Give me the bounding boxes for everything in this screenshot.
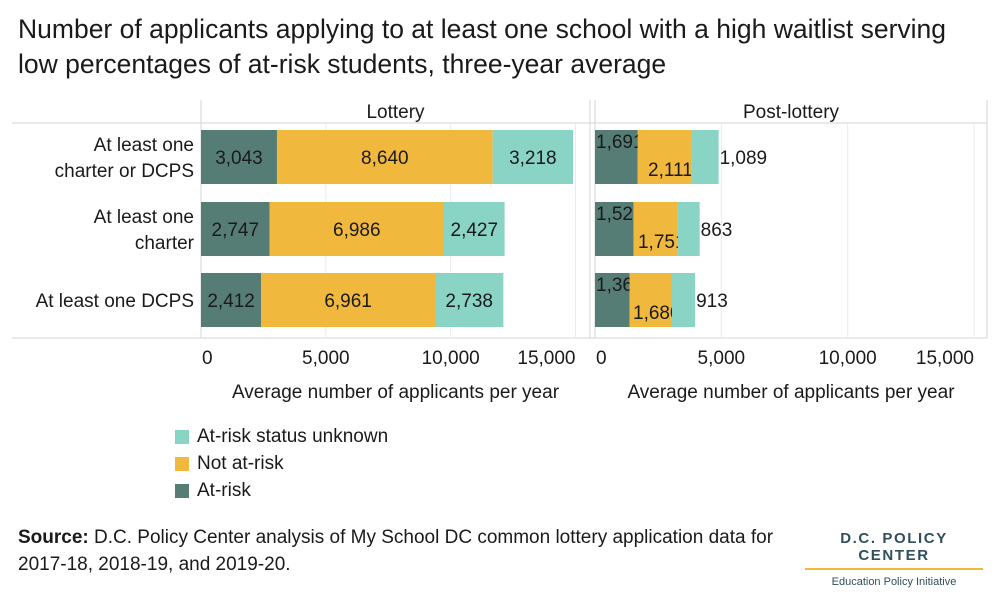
lottery-bar-at-risk-status-unknown-1 xyxy=(492,130,574,184)
post-lottery-panel-title: Post-lottery xyxy=(743,102,840,123)
post-lottery-data-label-at-risk-2: 1,529 xyxy=(596,204,644,225)
post-lottery-data-label-at-risk-status-unknown-2: 863 xyxy=(701,220,733,241)
logo: D.C. POLICY CENTER Education Policy Init… xyxy=(805,530,983,588)
post-lottery-tick-label: 15,000 xyxy=(916,348,974,369)
lottery-bar-at-risk-3 xyxy=(201,273,262,327)
lottery-bar-at-risk-2 xyxy=(201,202,270,256)
legend-swatch-unknown xyxy=(175,429,189,444)
post-lottery-data-label-at-risk-1: 1,691 xyxy=(596,132,644,153)
lottery-data-label-at-risk-status-unknown-1: 3,218 xyxy=(509,148,557,169)
category-label-3: At least one DCPS xyxy=(36,291,194,312)
lottery-data-label-not-at-risk-3: 6,961 xyxy=(324,291,372,312)
legend-swatch-not-at-risk xyxy=(175,456,189,471)
legend-label-unknown: At-risk status unknown xyxy=(197,425,389,447)
legend-swatch-at-risk xyxy=(175,483,189,498)
lottery-data-label-not-at-risk-1: 8,640 xyxy=(361,148,409,169)
stacked-bar-chart: At least one charter or DCPS At least one c… xyxy=(12,100,988,403)
lottery-bar-at-risk-status-unknown-3 xyxy=(435,273,504,327)
post-lottery-bar-at-risk-2 xyxy=(595,202,634,256)
legend-item-at-risk: At-risk xyxy=(175,477,388,504)
post-lottery-axis-title: Average number of applicants per year xyxy=(627,382,955,403)
legend-item-unknown: At-risk status unknown xyxy=(175,423,388,450)
category-label-2: charter xyxy=(135,233,195,254)
lottery-panel-title: Lottery xyxy=(366,102,425,123)
post-lottery-bar-at-risk-3 xyxy=(595,273,630,327)
lottery-data-label-at-risk-status-unknown-3: 2,738 xyxy=(445,291,493,312)
post-lottery-data-label-at-risk-status-unknown-3: 913 xyxy=(696,291,728,312)
post-lottery-tick-label: 5,000 xyxy=(698,348,746,369)
post-lottery-tick-label: 0 xyxy=(596,348,607,369)
post-lottery-data-label-at-risk-status-unknown-1: 1,089 xyxy=(720,148,768,169)
lottery-data-label-at-risk-2: 2,747 xyxy=(212,220,260,241)
logo-name: D.C. POLICY CENTER xyxy=(805,530,983,570)
lottery-bar-at-risk-1 xyxy=(201,130,277,184)
lottery-data-label-at-risk-3: 2,412 xyxy=(207,291,255,312)
legend-label-not-at-risk: Not at-risk xyxy=(197,452,284,474)
post-lottery-bar-not-at-risk-1 xyxy=(637,130,692,184)
lottery-axis-title: Average number of applicants per year xyxy=(232,382,560,403)
source-note: Source: D.C. Policy Center analysis of M… xyxy=(18,524,808,578)
lottery-bar-at-risk-status-unknown-2 xyxy=(444,202,505,256)
chart-legend: At-risk status unknown Not at-risk At-ri… xyxy=(175,423,388,504)
logo-subtitle: Education Policy Initiative xyxy=(831,576,957,588)
lottery-tick-label: 0 xyxy=(202,348,213,369)
legend-item-not-at-risk: Not at-risk xyxy=(175,450,388,477)
post-lottery-bar-at-risk-1 xyxy=(595,130,638,184)
post-lottery-tick-label: 10,000 xyxy=(819,348,877,369)
post-lottery-bar-not-at-risk-2 xyxy=(633,202,678,256)
lottery-data-label-not-at-risk-2: 6,986 xyxy=(333,220,381,241)
source-prefix: Source: xyxy=(18,527,89,548)
lottery-bar-not-at-risk-2 xyxy=(269,202,445,256)
lottery-data-label-at-risk-1: 3,043 xyxy=(215,148,263,169)
post-lottery-bar-at-risk-status-unknown-3 xyxy=(672,273,696,327)
post-lottery-data-label-not-at-risk-3: 1,680 xyxy=(633,303,681,324)
category-label-1: charter or DCPS xyxy=(55,161,194,182)
chart-title: Number of applicants applying to at leas… xyxy=(18,14,947,79)
post-lottery-data-label-not-at-risk-1: 2,111 xyxy=(648,160,693,181)
lottery-tick-label: 5,000 xyxy=(302,348,350,369)
lottery-bar-not-at-risk-1 xyxy=(276,130,493,184)
post-lottery-bar-at-risk-status-unknown-2 xyxy=(677,202,700,256)
legend-label-at-risk: At-risk xyxy=(197,479,251,501)
post-lottery-bar-not-at-risk-3 xyxy=(629,273,673,327)
lottery-tick-label: 10,000 xyxy=(422,348,480,369)
category-label-1: At least one xyxy=(94,135,194,156)
lottery-tick-label: 15,000 xyxy=(517,348,575,369)
source-text: D.C. Policy Center analysis of My School… xyxy=(18,527,774,575)
lottery-bar-not-at-risk-3 xyxy=(261,273,436,327)
post-lottery-bar-at-risk-status-unknown-1 xyxy=(691,130,719,184)
lottery-data-label-at-risk-status-unknown-2: 2,427 xyxy=(451,220,499,241)
post-lottery-data-label-not-at-risk-2: 1,751 xyxy=(638,232,686,253)
category-label-2: At least one xyxy=(94,207,194,228)
